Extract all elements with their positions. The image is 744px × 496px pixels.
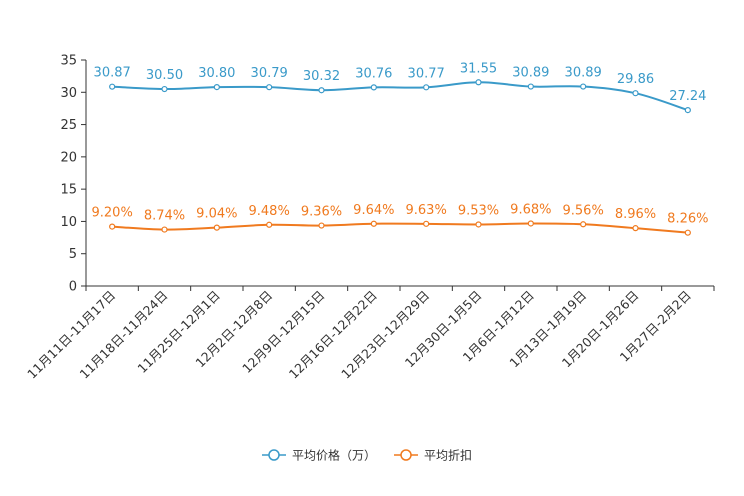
- data-point: [161, 85, 168, 93]
- axes: [85, 60, 714, 287]
- data-label: 30.87: [94, 66, 131, 81]
- data-point: [423, 220, 430, 227]
- data-point: [580, 83, 587, 90]
- data-point: [684, 107, 691, 114]
- data-point: [266, 221, 273, 228]
- data-point: [475, 221, 482, 228]
- y-tick-label: 5: [69, 247, 77, 262]
- data-label: 30.32: [303, 69, 340, 84]
- data-point: [527, 220, 534, 227]
- data-label: 30.76: [355, 66, 392, 81]
- legend: 平均价格（万） 平均折扣: [262, 448, 472, 463]
- data-label: 9.36%: [301, 205, 342, 220]
- data-point: [266, 84, 273, 91]
- data-label: 27.24: [669, 89, 706, 104]
- data-label: 9.64%: [353, 203, 394, 218]
- y-axis-ticks: 0 5 10 15 20 25 30 35: [60, 54, 86, 295]
- data-point: [318, 222, 325, 229]
- data-point: [370, 84, 377, 91]
- data-label: 9.56%: [563, 203, 604, 218]
- data-label: 9.04%: [196, 207, 237, 222]
- data-point: [632, 90, 639, 97]
- x-tick-label: 12月16日-12月22日: [286, 288, 380, 382]
- data-point: [109, 83, 116, 90]
- data-point: [213, 224, 220, 231]
- data-label: 30.89: [512, 66, 549, 81]
- data-label: 31.55: [460, 61, 497, 76]
- legend-label: 平均价格（万）: [292, 448, 376, 463]
- data-point: [475, 79, 482, 86]
- x-axis-ticks: 11月11日-11月17日11月18日-11月24日11月25日-12月1日12…: [24, 286, 715, 382]
- data-point: [318, 87, 325, 94]
- y-tick-label: 35: [60, 54, 77, 69]
- legend-marker: [400, 449, 412, 461]
- series-1: 30.87 30.50 30.80 30.79 30.32 30.76 30.77 31.55…: [94, 61, 706, 114]
- legend-item-2: 平均折扣: [394, 448, 472, 463]
- data-label: 8.26%: [667, 212, 708, 227]
- data-point: [684, 229, 691, 236]
- data-label: 30.80: [198, 66, 235, 81]
- data-label: 9.63%: [406, 203, 447, 218]
- legend-marker: [268, 449, 280, 461]
- data-point: [632, 225, 639, 232]
- data-point: [370, 220, 377, 227]
- data-label: 9.48%: [249, 204, 290, 219]
- data-label: 30.89: [565, 66, 602, 81]
- data-label: 8.74%: [144, 209, 185, 224]
- y-tick-label: 15: [60, 183, 77, 198]
- data-point: [423, 84, 430, 91]
- data-point: [109, 223, 116, 230]
- legend-item-1: 平均价格（万）: [262, 448, 376, 463]
- series-line: [112, 222, 688, 234]
- x-tick-label: 12月23日-12月29日: [338, 288, 432, 382]
- y-tick-label: 10: [60, 215, 77, 230]
- x-tick-label: 11月18日-11月24日: [76, 288, 170, 382]
- data-point: [213, 84, 220, 91]
- data-point: [527, 83, 534, 90]
- data-point: [161, 226, 168, 233]
- data-point: [580, 221, 587, 228]
- y-tick-label: 20: [60, 150, 77, 165]
- data-label: 9.68%: [510, 202, 551, 217]
- x-tick-label: 11月11日-11月17日: [24, 288, 118, 382]
- data-label: 30.50: [146, 68, 183, 83]
- data-label: 30.79: [251, 66, 288, 81]
- data-label: 9.20%: [92, 206, 133, 221]
- data-label: 30.77: [408, 66, 445, 81]
- data-label: 9.53%: [458, 203, 499, 218]
- y-tick-label: 25: [60, 118, 77, 133]
- data-label: 8.96%: [615, 207, 656, 222]
- y-tick-label: 30: [60, 86, 77, 101]
- legend-label: 平均折扣: [424, 448, 472, 463]
- y-tick-label: 0: [69, 280, 77, 295]
- series-layer: 30.87 30.50 30.80 30.79 30.32 30.76 30.77 31.55…: [92, 61, 708, 236]
- series-line: [112, 81, 689, 112]
- series-2: 9.20% 8.74% 9.04% 9.48% 9.36% 9.64% 9.63% 9.53%…: [92, 202, 708, 236]
- data-label: 29.86: [617, 72, 654, 87]
